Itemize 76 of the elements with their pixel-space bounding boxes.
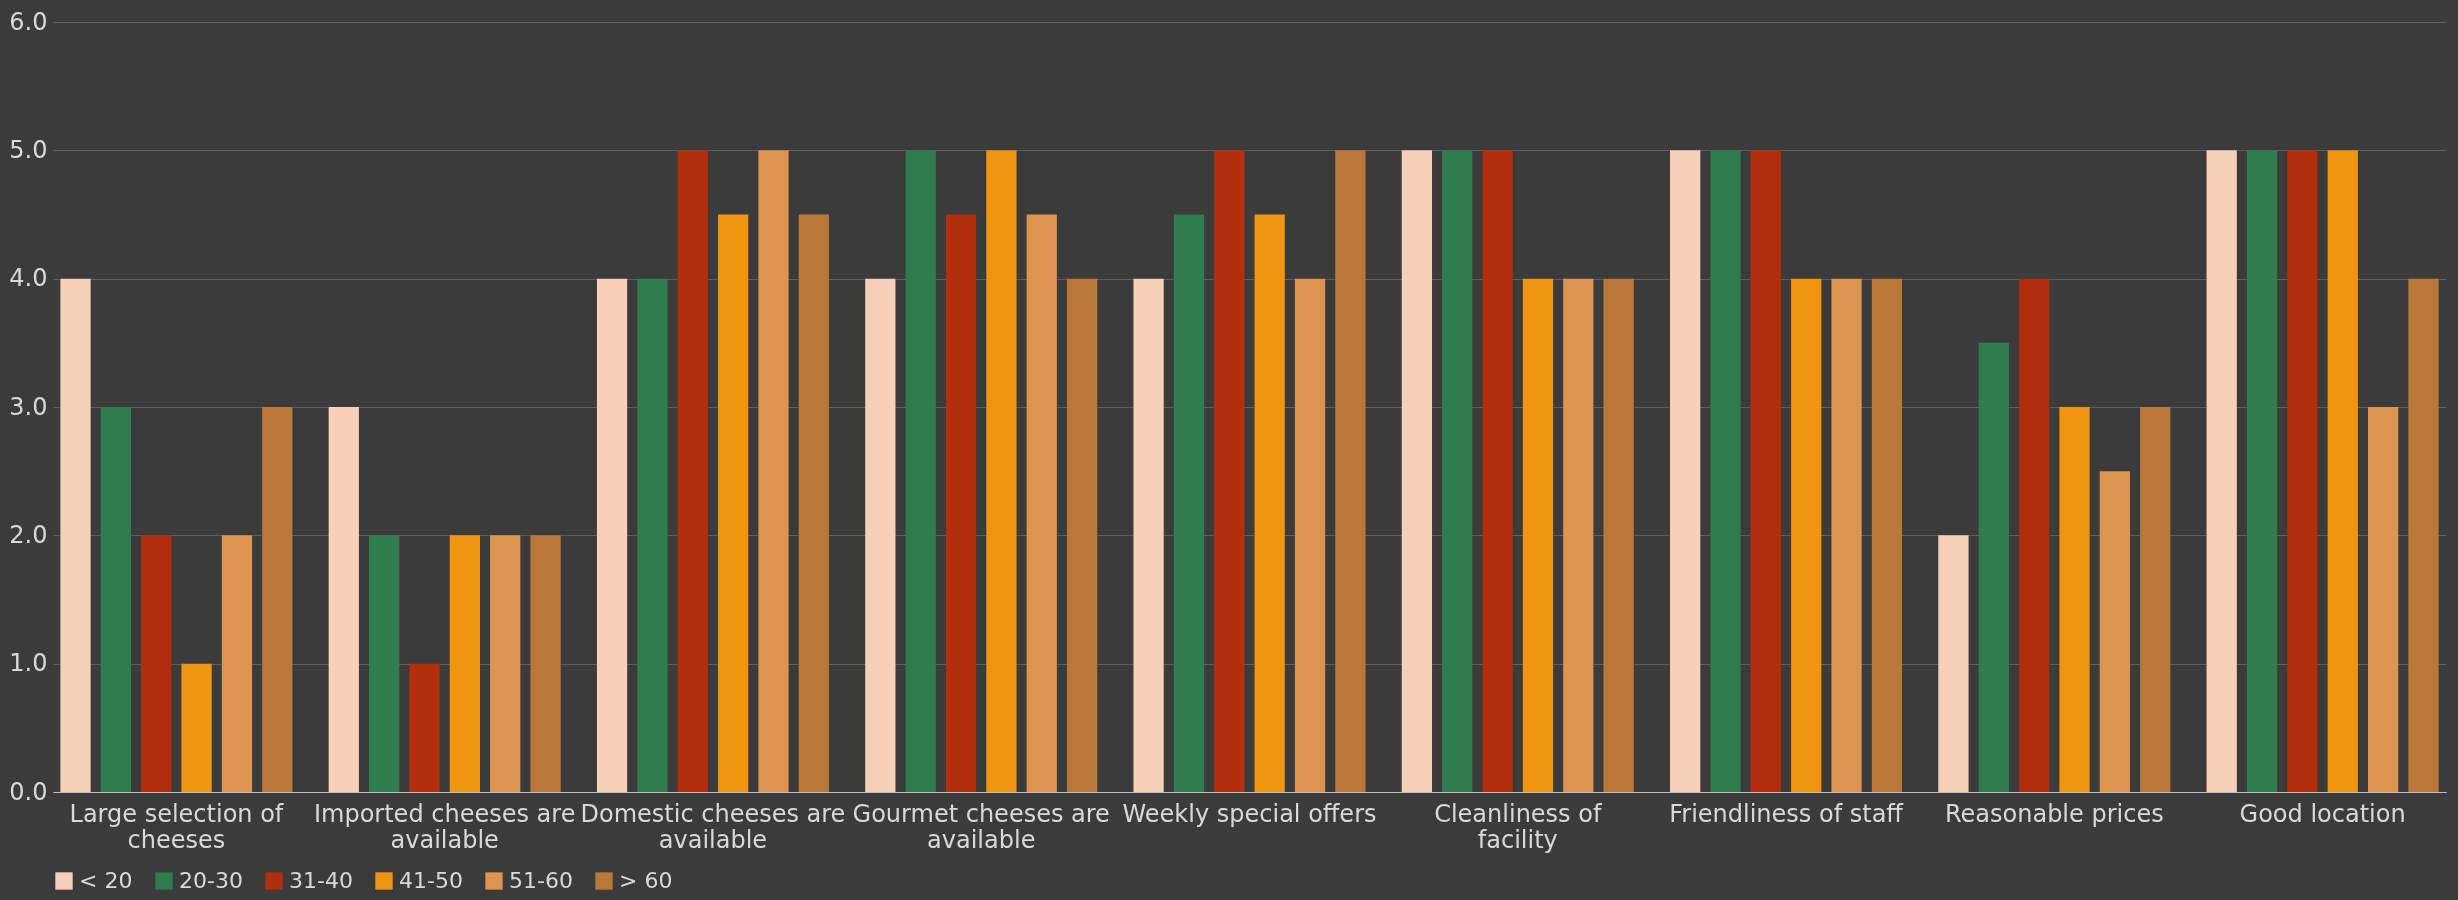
bar (1978, 342, 2009, 792)
bar (2367, 407, 2399, 792)
bar (1831, 278, 1862, 792)
bar (798, 214, 829, 792)
y-tick-label: 0.0 (9, 777, 48, 806)
x-tick-label: Cleanliness of facility (1434, 799, 1602, 854)
bar (718, 214, 749, 792)
bar (945, 214, 977, 792)
bar (2019, 278, 2050, 792)
bar (1401, 150, 1433, 792)
bar (221, 535, 253, 792)
x-tick-label: Reasonable prices (1944, 799, 2164, 828)
bar (1670, 150, 1701, 792)
y-tick-label: 4.0 (9, 264, 48, 293)
bar (1214, 150, 1245, 792)
legend-label: 31-40 (289, 868, 353, 893)
bar (262, 407, 293, 792)
bar (1750, 150, 1781, 792)
bar (1442, 150, 1473, 792)
legend-label: 41-50 (399, 868, 463, 893)
bar (409, 663, 440, 792)
bar (1066, 278, 1098, 792)
bar (1522, 278, 1554, 792)
bar (1254, 214, 1285, 792)
bar (1791, 278, 1822, 792)
bar (2099, 471, 2130, 792)
bar (2059, 407, 2090, 792)
bar (1026, 214, 1057, 792)
y-tick-label: 6.0 (9, 7, 48, 36)
legend-label: < 20 (79, 868, 133, 893)
legend-label: 20-30 (179, 868, 243, 893)
bar (758, 150, 789, 792)
bar (1133, 278, 1164, 792)
bar (2246, 150, 2278, 792)
bar (1335, 150, 1366, 792)
x-tick-label: Imported cheeses are available (313, 799, 576, 854)
bar (637, 278, 668, 792)
x-tick-label: Weekly special offers (1122, 799, 1377, 828)
bar (986, 150, 1017, 792)
bar (2140, 407, 2171, 792)
y-tick-label: 5.0 (9, 135, 48, 164)
bar (865, 278, 896, 792)
legend-label: > 60 (619, 868, 673, 893)
bar (530, 535, 561, 792)
bar (1294, 278, 1326, 792)
bar (100, 407, 132, 792)
bar (60, 278, 91, 792)
x-tick-label: Good location (2239, 799, 2406, 828)
x-tick-label: Gourmet cheeses are available (852, 799, 1110, 854)
bar (2287, 150, 2318, 792)
bar (181, 663, 212, 792)
bar (2206, 150, 2237, 792)
bar (490, 535, 521, 792)
bar (369, 535, 400, 792)
bar (1603, 278, 1634, 792)
bar (2327, 150, 2358, 792)
y-tick-label: 2.0 (9, 520, 48, 549)
bar (1173, 214, 1205, 792)
x-tick-label: Friendliness of staff (1669, 799, 1904, 828)
bar (1938, 535, 1969, 792)
bar (1563, 278, 1594, 792)
bar (141, 535, 172, 792)
legend-label: 51-60 (509, 868, 573, 893)
y-tick-label: 3.0 (9, 392, 48, 421)
bar (1871, 278, 1903, 792)
y-tick-label: 1.0 (9, 649, 48, 678)
bar (596, 278, 628, 792)
bar (1710, 150, 1741, 792)
bar (905, 150, 936, 792)
bar (449, 535, 480, 792)
x-tick-label: Large selection of cheeses (69, 799, 284, 854)
bar (1482, 150, 1513, 792)
bar (328, 407, 359, 792)
bar (677, 150, 708, 792)
x-tick-label: Domestic cheeses are available (580, 799, 846, 854)
bar (2408, 278, 2439, 792)
